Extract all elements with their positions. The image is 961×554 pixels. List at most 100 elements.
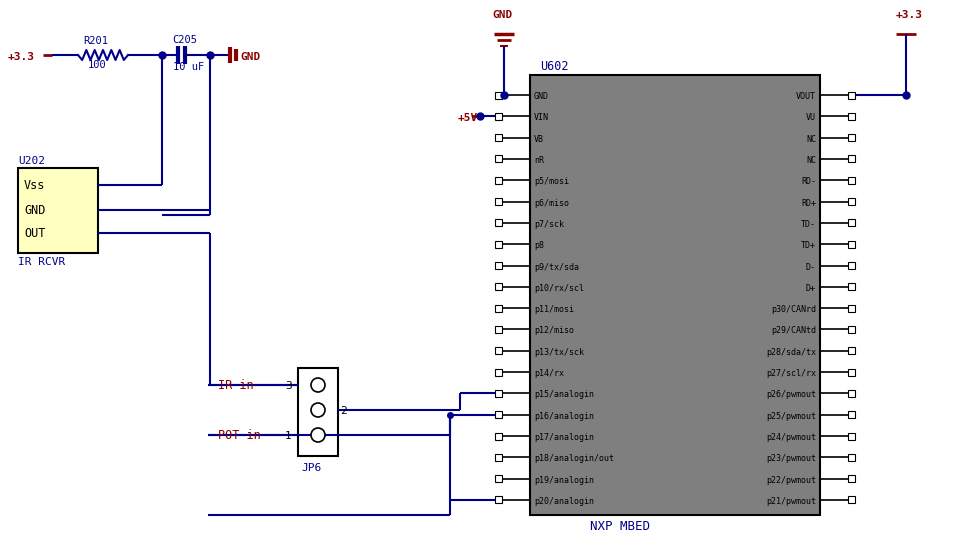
Circle shape [311,378,325,392]
Text: IR in: IR in [218,379,254,392]
Text: NC: NC [806,156,816,165]
Text: TD+: TD+ [801,241,816,250]
Text: p15/analogin: p15/analogin [534,391,594,399]
Text: p25/pwmout: p25/pwmout [766,412,816,420]
Text: +3.3: +3.3 [8,52,35,62]
Text: p18/analogin/out: p18/analogin/out [534,454,614,463]
Bar [495,305,502,312]
Bar [848,347,855,355]
Text: p9/tx/sda: p9/tx/sda [534,263,579,271]
Text: p11/mosi: p11/mosi [534,305,574,314]
Text: p13/tx/sck: p13/tx/sck [534,348,584,357]
Text: p24/pwmout: p24/pwmout [766,433,816,442]
Text: R201: R201 [83,36,108,46]
Text: p21/pwmout: p21/pwmout [766,497,816,506]
Text: VB: VB [534,135,544,143]
Text: GND: GND [492,10,512,20]
Text: POT in: POT in [218,429,260,442]
Bar [495,262,502,269]
Bar [495,91,502,99]
Text: p28/sda/tx: p28/sda/tx [766,348,816,357]
Text: p5/mosi: p5/mosi [534,177,569,186]
Text: 1: 1 [285,431,292,441]
Text: p14/rx: p14/rx [534,369,564,378]
Bar [495,454,502,461]
Bar [18,168,98,253]
Text: U202: U202 [18,156,45,166]
Bar [848,368,855,376]
Bar [848,177,855,184]
Bar [495,390,502,397]
Text: +3.3: +3.3 [896,10,923,20]
Bar [495,240,502,248]
Bar [495,219,502,227]
Bar [848,433,855,439]
Bar [848,411,855,418]
Bar [848,134,855,141]
Bar [848,219,855,227]
Text: GND: GND [534,92,549,101]
Text: GND: GND [24,204,45,217]
Bar [848,113,855,120]
Bar [848,240,855,248]
Bar [848,198,855,205]
Text: p17/analogin: p17/analogin [534,433,594,442]
Text: VOUT: VOUT [796,92,816,101]
Bar [848,305,855,312]
Text: p29/CANtd: p29/CANtd [771,326,816,336]
Text: p8: p8 [534,241,544,250]
Bar [495,326,502,333]
Circle shape [311,428,325,442]
Bar [530,75,820,515]
Text: 3: 3 [285,381,292,391]
Text: 2: 2 [340,406,347,416]
Text: TD-: TD- [801,220,816,229]
Text: IR RCVR: IR RCVR [18,257,65,267]
Text: p19/analogin: p19/analogin [534,476,594,485]
Text: RD-: RD- [801,177,816,186]
Text: p7/sck: p7/sck [534,220,564,229]
Text: D-: D- [806,263,816,271]
Bar [848,283,855,290]
Circle shape [311,403,325,417]
Text: +5V: +5V [458,114,479,124]
Text: Vss: Vss [24,179,45,192]
Bar [495,134,502,141]
Text: NXP MBED: NXP MBED [590,520,650,533]
Text: NC: NC [806,135,816,143]
Text: VIN: VIN [534,114,549,122]
Bar [495,433,502,439]
Text: RD+: RD+ [801,198,816,208]
Text: p6/miso: p6/miso [534,198,569,208]
Bar [495,368,502,376]
Text: p20/analogin: p20/analogin [534,497,594,506]
Bar [495,475,502,482]
Bar [495,496,502,504]
Text: GND: GND [240,52,260,62]
Text: p10/rx/scl: p10/rx/scl [534,284,584,293]
Text: 100: 100 [88,60,107,70]
Bar [298,368,338,456]
Bar [848,91,855,99]
Bar [495,198,502,205]
Text: OUT: OUT [24,227,45,240]
Bar [848,390,855,397]
Bar [495,411,502,418]
Text: JP6: JP6 [301,463,321,473]
Bar [848,262,855,269]
Text: p30/CANrd: p30/CANrd [771,305,816,314]
Bar [495,177,502,184]
Text: D+: D+ [806,284,816,293]
Bar [848,475,855,482]
Bar [848,156,855,162]
Text: p12/miso: p12/miso [534,326,574,336]
Bar [848,454,855,461]
Bar [848,326,855,333]
Bar [495,347,502,355]
Text: p27/scl/rx: p27/scl/rx [766,369,816,378]
Text: nR: nR [534,156,544,165]
Text: U602: U602 [540,60,569,73]
Bar [495,113,502,120]
Text: p22/pwmout: p22/pwmout [766,476,816,485]
Bar [848,496,855,504]
